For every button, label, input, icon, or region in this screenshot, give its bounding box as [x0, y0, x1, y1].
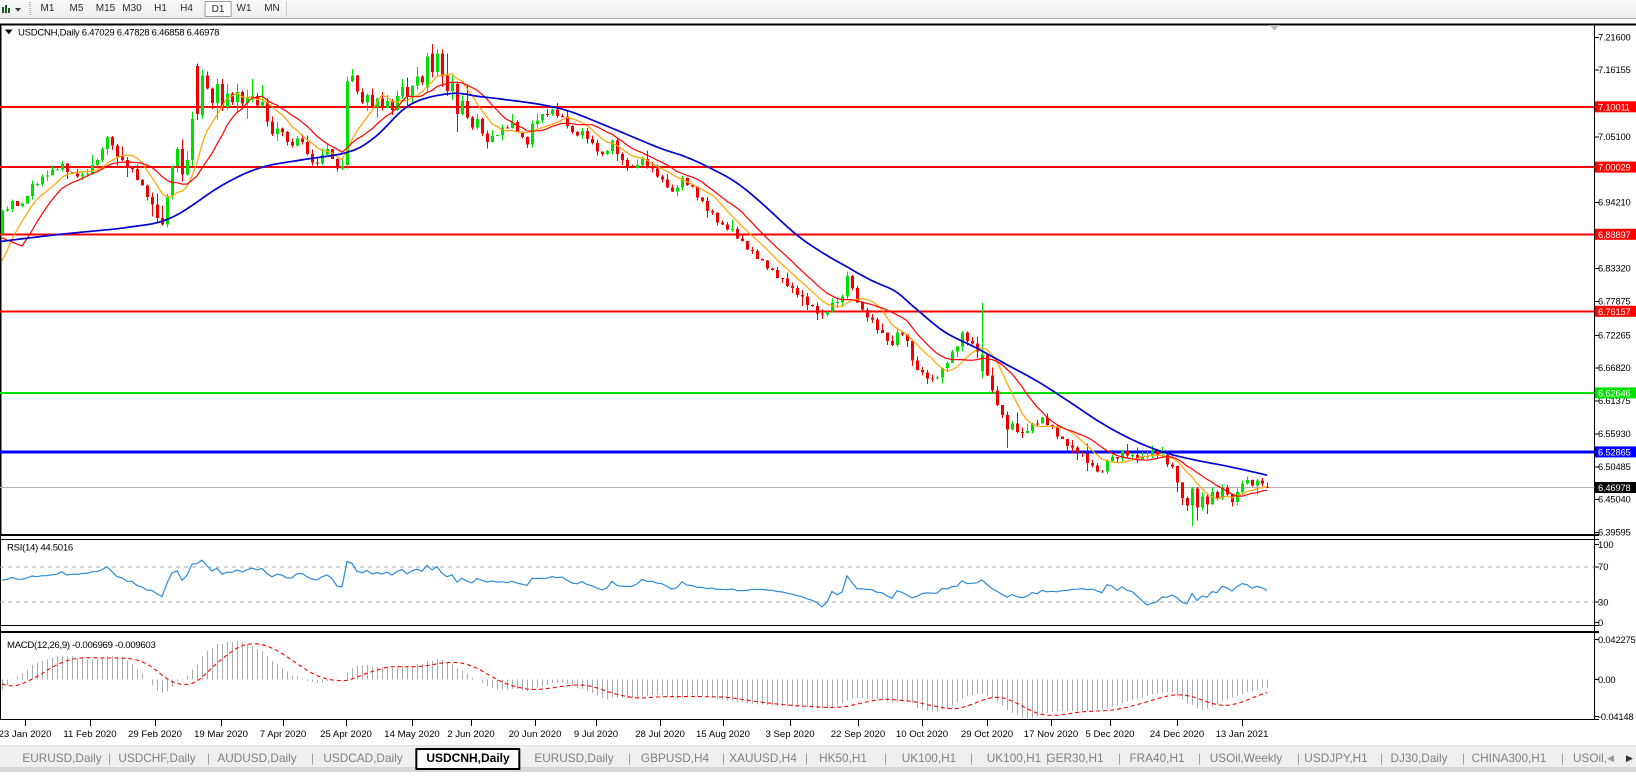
svg-text:13 Jan 2021: 13 Jan 2021 — [1216, 729, 1269, 740]
svg-text:14 May 2020: 14 May 2020 — [384, 729, 439, 740]
svg-text:23 Jan 2020: 23 Jan 2020 — [0, 729, 51, 740]
svg-text:RSI(14) 44.5016: RSI(14) 44.5016 — [7, 543, 73, 554]
svg-text:0: 0 — [1598, 617, 1603, 628]
svg-text:6.72265: 6.72265 — [1598, 329, 1631, 340]
svg-text:19 Mar 2020: 19 Mar 2020 — [194, 729, 248, 740]
svg-text:7.00029: 7.00029 — [1598, 162, 1631, 173]
svg-text:6.50485: 6.50485 — [1598, 461, 1631, 472]
svg-text:3 Sep 2020: 3 Sep 2020 — [765, 729, 814, 740]
svg-text:7.21600: 7.21600 — [1598, 31, 1631, 42]
svg-text:70: 70 — [1598, 561, 1608, 572]
svg-text:0.042275: 0.042275 — [1598, 634, 1636, 645]
svg-text:24 Dec 2020: 24 Dec 2020 — [1150, 729, 1204, 740]
svg-text:5 Dec 2020: 5 Dec 2020 — [1085, 729, 1134, 740]
svg-text:6.61375: 6.61375 — [1598, 395, 1631, 406]
svg-text:MACD(12,26,9) -0.006969 -0.009: MACD(12,26,9) -0.006969 -0.009603 — [7, 640, 156, 651]
svg-text:10 Oct 2020: 10 Oct 2020 — [896, 729, 948, 740]
svg-text:6.77875: 6.77875 — [1598, 295, 1631, 306]
svg-text:28 Jul 2020: 28 Jul 2020 — [635, 729, 685, 740]
svg-text:6.94210: 6.94210 — [1598, 197, 1631, 208]
svg-text:6.76157: 6.76157 — [1598, 306, 1631, 317]
svg-text:6.62646: 6.62646 — [1598, 387, 1631, 398]
svg-text:6.52865: 6.52865 — [1598, 446, 1631, 457]
svg-text:6.66820: 6.66820 — [1598, 362, 1631, 373]
svg-text:7.10011: 7.10011 — [1598, 101, 1630, 112]
svg-text:6.55930: 6.55930 — [1598, 428, 1631, 439]
svg-text:6.45040: 6.45040 — [1598, 494, 1631, 505]
svg-text:15 Aug 2020: 15 Aug 2020 — [696, 729, 750, 740]
svg-text:2 Jun 2020: 2 Jun 2020 — [447, 729, 494, 740]
svg-text:6.39595: 6.39595 — [1598, 527, 1631, 538]
svg-text:29 Oct 2020: 29 Oct 2020 — [961, 729, 1013, 740]
svg-text:6.46978: 6.46978 — [1598, 482, 1631, 493]
svg-text:0.00: 0.00 — [1598, 674, 1615, 685]
svg-text:29 Feb 2020: 29 Feb 2020 — [128, 729, 182, 740]
svg-text:USDCNH,Daily 6.47029 6.47828: USDCNH,Daily 6.47029 6.47828 6.46858 6.4… — [18, 28, 219, 39]
svg-text:100: 100 — [1598, 539, 1614, 550]
svg-text:9 Jul 2020: 9 Jul 2020 — [574, 729, 618, 740]
svg-text:22 Sep 2020: 22 Sep 2020 — [831, 729, 885, 740]
svg-text:11 Feb 2020: 11 Feb 2020 — [63, 729, 116, 740]
svg-text:6.88897: 6.88897 — [1598, 229, 1631, 240]
svg-text:20 Jun 2020: 20 Jun 2020 — [509, 729, 562, 740]
svg-text:7.05100: 7.05100 — [1598, 131, 1631, 142]
svg-text:30: 30 — [1598, 597, 1608, 608]
svg-text:-0.04148: -0.04148 — [1598, 711, 1633, 722]
svg-text:7 Apr 2020: 7 Apr 2020 — [260, 729, 306, 740]
svg-text:25 Apr 2020: 25 Apr 2020 — [320, 729, 372, 740]
svg-text:6.83320: 6.83320 — [1598, 263, 1631, 274]
svg-text:7.16155: 7.16155 — [1598, 64, 1631, 75]
svg-text:17 Nov 2020: 17 Nov 2020 — [1024, 729, 1078, 740]
